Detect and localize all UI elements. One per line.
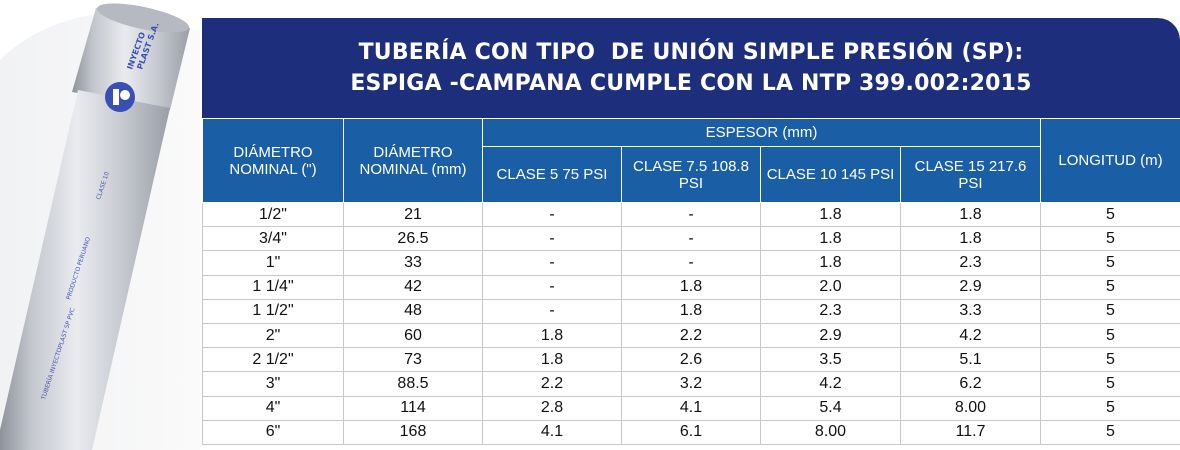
cell-clase-10: 4.2 (760, 371, 901, 397)
spec-card: TUBERÍA CON TIPO DE UNIÓN SIMPLE PRESIÓN… (202, 18, 1180, 450)
cell-clase-15: 11.7 (900, 419, 1041, 445)
cell-longitud: 5 (1040, 250, 1180, 276)
title-bar: TUBERÍA CON TIPO DE UNIÓN SIMPLE PRESIÓN… (202, 18, 1180, 118)
table-row: 6" 168 4.1 6.1 8.00 11.7 5 (202, 419, 1180, 445)
pipe-illustration: INYECTO PLAST S.A. CLASE 10 PRODUCTO PER… (0, 0, 200, 450)
table-row: 1 1/4" 42 - 1.8 2.0 2.9 5 (202, 274, 1180, 300)
cell-diametro-mm: 26.5 (343, 226, 483, 252)
cell-diametro-mm: 60 (343, 322, 483, 349)
spec-table: DIÁMETRO NOMINAL (") DIÁMETRO NOMINAL (m… (202, 118, 1180, 445)
cell-clase-5: - (482, 201, 622, 228)
cell-clase-5: 1.8 (482, 322, 622, 349)
table-row: 1/2" 21 - - 1.8 1.8 5 (202, 201, 1180, 228)
header-longitud: LONGITUD (m) (1040, 118, 1180, 203)
cell-clase-10: 1.8 (760, 226, 901, 252)
cell-clase-10: 1.8 (760, 250, 901, 276)
title-line-1: TUBERÍA CON TIPO DE UNIÓN SIMPLE PRESIÓN… (358, 40, 1024, 65)
header-clase-15: CLASE 15 217.6 PSI (900, 146, 1041, 203)
pvc-pipe-image: INYECTO PLAST S.A. CLASE 10 PRODUCTO PER… (0, 3, 200, 450)
cell-clase-10: 2.0 (760, 274, 901, 300)
cell-diametro-mm: 33 (343, 250, 483, 276)
cell-clase-15: 5.1 (900, 347, 1041, 373)
header-clase-7-5: CLASE 7.5 108.8 PSI (621, 146, 761, 203)
table-row: 2" 60 1.8 2.2 2.9 4.2 5 (202, 322, 1180, 349)
cell-clase-5: 4.1 (482, 419, 622, 445)
cell-clase-5: - (482, 298, 622, 324)
cell-clase-15: 8.00 (900, 395, 1041, 421)
cell-clase-10: 3.5 (760, 347, 901, 373)
cell-clase-10: 1.8 (760, 201, 901, 228)
table-row: 2 1/2" 73 1.8 2.6 3.5 5.1 5 (202, 347, 1180, 373)
cell-diametro-pulg: 2" (202, 322, 344, 349)
table-row: 1" 33 - - 1.8 2.3 5 (202, 250, 1180, 276)
cell-clase-10: 2.3 (760, 298, 901, 324)
cell-diametro-mm: 88.5 (343, 371, 483, 397)
cell-clase-15: 2.9 (900, 274, 1041, 300)
cell-diametro-pulg: 6" (202, 419, 344, 445)
cell-clase-7-5: 2.2 (621, 322, 761, 349)
cell-diametro-pulg: 1 1/2" (202, 298, 344, 324)
header-clase-5: CLASE 5 75 PSI (482, 146, 622, 203)
table-row: 3/4" 26.5 - - 1.8 1.8 5 (202, 226, 1180, 252)
cell-clase-7-5: - (621, 226, 761, 252)
header-clase-10: CLASE 10 145 PSI (760, 146, 901, 203)
cell-diametro-pulg: 1/2" (202, 201, 344, 228)
cell-diametro-mm: 73 (343, 347, 483, 373)
cell-clase-10: 2.9 (760, 322, 901, 349)
table-row: 4" 114 2.8 4.1 5.4 8.00 5 (202, 395, 1180, 421)
cell-longitud: 5 (1040, 322, 1180, 349)
cell-longitud: 5 (1040, 298, 1180, 324)
cell-clase-10: 8.00 (760, 419, 901, 445)
header-espesor: ESPESOR (mm) (482, 118, 1041, 147)
cell-longitud: 5 (1040, 419, 1180, 445)
cell-diametro-pulg: 4" (202, 395, 344, 421)
cell-clase-10: 5.4 (760, 395, 901, 421)
cell-clase-15: 2.3 (900, 250, 1041, 276)
cell-longitud: 5 (1040, 226, 1180, 252)
title-line-2: ESPIGA -CAMPANA CUMPLE CON LA NTP 399.00… (350, 71, 1032, 96)
cell-clase-15: 3.3 (900, 298, 1041, 324)
cell-clase-5: - (482, 250, 622, 276)
cell-diametro-pulg: 3" (202, 371, 344, 397)
cell-clase-7-5: - (621, 201, 761, 228)
cell-clase-7-5: 6.1 (621, 419, 761, 445)
cell-clase-15: 6.2 (900, 371, 1041, 397)
cell-diametro-pulg: 1" (202, 250, 344, 276)
cell-clase-7-5: 3.2 (621, 371, 761, 397)
cell-diametro-mm: 114 (343, 395, 483, 421)
cell-clase-5: - (482, 274, 622, 300)
cell-diametro-mm: 42 (343, 274, 483, 300)
cell-clase-15: 1.8 (900, 226, 1041, 252)
table-row: 1 1/2" 48 - 1.8 2.3 3.3 5 (202, 298, 1180, 324)
cell-clase-7-5: 2.6 (621, 347, 761, 373)
cell-clase-7-5: - (621, 250, 761, 276)
cell-clase-5: 1.8 (482, 347, 622, 373)
header-diametro-mm: DIÁMETRO NOMINAL (mm) (343, 118, 483, 203)
cell-clase-5: 2.2 (482, 371, 622, 397)
cell-clase-5: 2.8 (482, 395, 622, 421)
cell-longitud: 5 (1040, 371, 1180, 397)
cell-diametro-pulg: 3/4" (202, 226, 344, 252)
cell-clase-7-5: 4.1 (621, 395, 761, 421)
cell-longitud: 5 (1040, 201, 1180, 228)
cell-longitud: 5 (1040, 347, 1180, 373)
header-diametro-pulg: DIÁMETRO NOMINAL (") (202, 118, 344, 203)
inyectoplast-logo (105, 82, 135, 112)
cell-longitud: 5 (1040, 274, 1180, 300)
table-row: 3" 88.5 2.2 3.2 4.2 6.2 5 (202, 371, 1180, 397)
cell-diametro-mm: 48 (343, 298, 483, 324)
cell-longitud: 5 (1040, 395, 1180, 421)
cell-diametro-mm: 168 (343, 419, 483, 445)
cell-diametro-pulg: 1 1/4" (202, 274, 344, 300)
cell-clase-7-5: 1.8 (621, 298, 761, 324)
cell-clase-7-5: 1.8 (621, 274, 761, 300)
cell-clase-5: - (482, 226, 622, 252)
cell-diametro-mm: 21 (343, 201, 483, 228)
cell-clase-15: 1.8 (900, 201, 1041, 228)
cell-diametro-pulg: 2 1/2" (202, 347, 344, 373)
cell-clase-15: 4.2 (900, 322, 1041, 349)
